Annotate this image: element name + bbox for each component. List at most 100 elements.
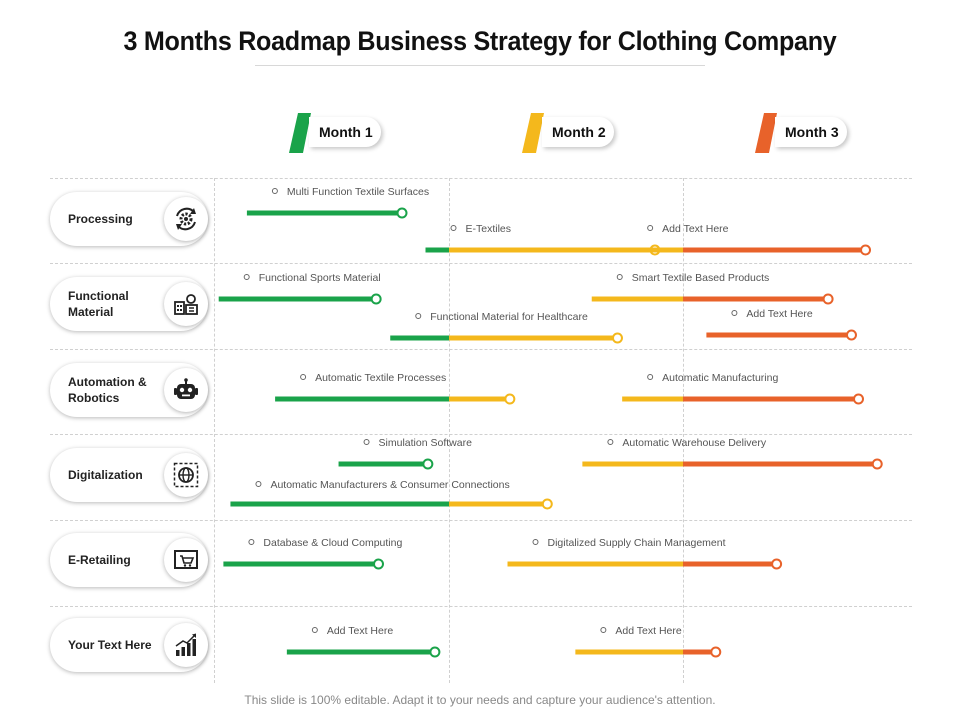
bullet-icon [731, 310, 738, 316]
category-automation-robotics: Automation & Robotics [50, 363, 210, 417]
task-bar: Database & Cloud Computing [223, 537, 402, 570]
task-bar: Digitalized Supply Chain Management [507, 537, 783, 570]
bullet-icon [532, 539, 539, 545]
bullet-icon [271, 188, 278, 194]
bullet-icon [607, 439, 614, 445]
category-label: Automation & Robotics [68, 375, 147, 405]
task-end-marker [541, 498, 553, 510]
task-end-marker [860, 244, 872, 256]
factory-icon [174, 294, 198, 315]
task-label: Simulation Software [379, 437, 473, 449]
icon-circle [164, 453, 208, 497]
icon-circle [164, 282, 208, 326]
task-bar: Automatic Manufacturing [622, 372, 864, 405]
row-divider [50, 434, 912, 435]
gear-cycle-icon [176, 207, 196, 231]
month-flag-icon [522, 113, 544, 153]
row-divider [50, 349, 912, 350]
task-end-marker [771, 558, 783, 570]
task-end-marker [871, 458, 883, 470]
category-processing: Processing [50, 192, 210, 246]
task-label: Add Text Here [615, 625, 682, 637]
bullet-icon [248, 539, 255, 545]
task-label: Multi Function Textile Surfaces [287, 186, 429, 198]
icon-circle [164, 538, 208, 582]
category-label: Functional Material [68, 289, 129, 319]
task-end-marker [396, 207, 408, 219]
task-end-marker [710, 646, 722, 658]
task-bar: Automatic Manufacturers & Consumer Conne… [230, 479, 553, 510]
month-flag-icon [755, 113, 777, 153]
task-bar: Smart Textile Based Products [591, 272, 834, 305]
task-end-marker [370, 293, 382, 305]
task-bar: Functional Material for Healthcare [390, 311, 623, 344]
bullet-icon [300, 374, 307, 380]
task-bar: Add Text Here [575, 625, 722, 658]
footer-note: This slide is 100% editable. Adapt it to… [244, 693, 716, 707]
task-bar: Functional Sports Material [218, 272, 382, 305]
shopping-cart-icon [174, 550, 198, 569]
row-divider [50, 606, 912, 607]
row-divider [50, 520, 912, 521]
task-label: E-Textiles [466, 223, 512, 235]
bullet-icon [647, 225, 654, 231]
bullet-icon [647, 374, 654, 380]
icon-circle [164, 368, 208, 412]
category-digitalization: Digitalization [50, 448, 210, 502]
category-label: E-Retailing [68, 553, 131, 567]
bar-chart-icon [175, 633, 196, 656]
robot-icon [174, 378, 198, 399]
category-label: Digitalization [68, 468, 143, 482]
category-label: Processing [68, 212, 133, 226]
row-divider [50, 178, 912, 179]
task-label: Functional Material for Healthcare [430, 311, 588, 323]
task-label: Automatic Manufacturers & Consumer Conne… [270, 479, 509, 491]
bullet-icon [243, 274, 250, 280]
task-label: Functional Sports Material [259, 272, 381, 284]
task-bar: Add Text Here [286, 625, 441, 658]
column-divider [683, 178, 684, 683]
category-your-text-here: Your Text Here [50, 618, 210, 672]
task-bar: Simulation Software [338, 437, 473, 470]
task-end-marker [422, 458, 434, 470]
task-label: Automatic Textile Processes [315, 372, 446, 384]
row-divider [50, 263, 912, 264]
page-title: 3 Months Roadmap Business Strategy for C… [123, 26, 837, 56]
month-label: Month 2 [542, 117, 614, 147]
month-label: Month 1 [309, 117, 381, 147]
task-bar: Automatic Textile Processes [275, 372, 516, 405]
task-end-marker [845, 329, 857, 341]
task-label: Smart Textile Based Products [632, 272, 770, 284]
task-end-marker [504, 393, 516, 405]
task-bar: Add Text Here [706, 308, 857, 341]
bullet-icon [450, 225, 457, 231]
category-label: Your Text Here [68, 638, 152, 652]
task-label: Automatic Manufacturing [662, 372, 778, 384]
bullet-icon [600, 627, 607, 633]
category-e-retailing: E-Retailing [50, 533, 210, 587]
task-end-marker [853, 393, 864, 405]
column-divider [449, 178, 450, 683]
month-label: Month 3 [775, 117, 847, 147]
month-flag-icon [289, 113, 311, 153]
task-label: Add Text Here [746, 308, 813, 320]
bullet-icon [363, 439, 370, 445]
task-end-marker [822, 293, 834, 305]
bullet-icon [415, 313, 422, 319]
task-label: Database & Cloud Computing [263, 537, 402, 549]
digital-globe-icon [173, 462, 199, 488]
task-bar: Automatic Warehouse Delivery [582, 437, 883, 470]
title-divider [255, 65, 705, 66]
task-bar: Multi Function Textile Surfaces [246, 186, 429, 219]
icon-circle [164, 197, 208, 241]
task-label: Automatic Warehouse Delivery [622, 437, 766, 449]
task-label: Add Text Here [662, 223, 729, 235]
task-end-marker [373, 558, 384, 570]
icon-circle [164, 623, 208, 667]
task-label: Digitalized Supply Chain Management [548, 537, 726, 549]
task-bar: Add Text Here [622, 223, 872, 256]
column-divider [214, 178, 215, 683]
task-bar: E-Textiles [425, 223, 661, 256]
task-end-marker [429, 646, 441, 658]
